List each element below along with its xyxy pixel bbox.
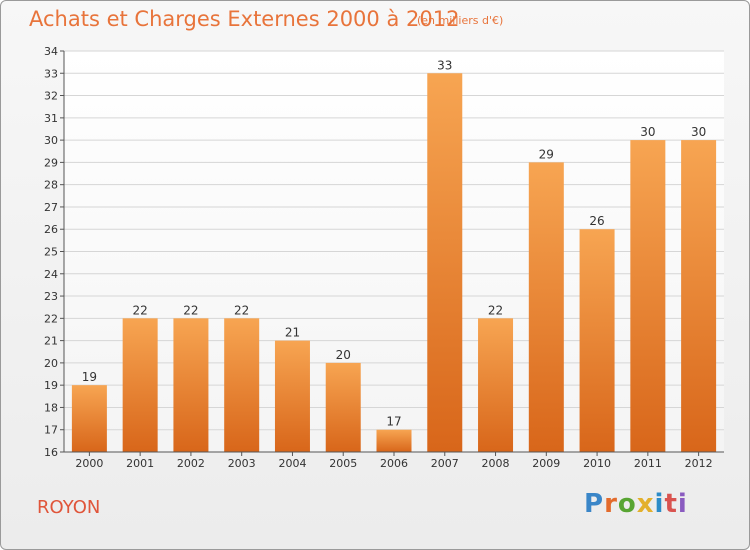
y-tick-label: 18 — [44, 401, 58, 414]
y-tick-label: 30 — [44, 134, 58, 147]
data-label: 20 — [336, 348, 351, 362]
logo-letter: r — [604, 489, 618, 519]
bar-2000[interactable] — [71, 385, 107, 452]
bars: 19 22 22 22 21 20 17 33 22 29 26 30 30 — [71, 58, 717, 453]
bar-2003[interactable] — [224, 318, 260, 452]
data-label: 33 — [437, 58, 452, 72]
x-tick-label: 2010 — [583, 457, 611, 470]
logo-letter: i — [654, 489, 665, 519]
bar-2006[interactable] — [376, 429, 412, 452]
x-tick-label: 2002 — [177, 457, 205, 470]
logo-letter: i — [677, 489, 688, 519]
logo-letter: o — [617, 489, 637, 519]
bar-2009[interactable] — [528, 162, 564, 452]
x-tick-label: 2004 — [278, 457, 306, 470]
y-tick-label: 33 — [44, 67, 58, 80]
x-tick-label: 2003 — [228, 457, 256, 470]
data-label: 17 — [386, 415, 401, 429]
logo-letter: t — [664, 489, 678, 519]
bar-2007[interactable] — [427, 73, 463, 453]
data-label: 22 — [133, 303, 148, 317]
y-tick-label: 17 — [44, 424, 58, 437]
y-tick-label: 24 — [44, 268, 58, 281]
y-tick-label: 21 — [44, 335, 58, 348]
y-tick-label: 29 — [44, 156, 58, 169]
y-tick-label: 16 — [44, 446, 58, 459]
x-tick-label: 2005 — [329, 457, 357, 470]
y-tick-label: 34 — [44, 45, 58, 58]
data-label: 26 — [589, 214, 604, 228]
data-label: 30 — [691, 125, 706, 139]
y-tick-label: 28 — [44, 179, 58, 192]
data-label: 29 — [539, 147, 554, 161]
y-tick-label: 26 — [44, 223, 58, 236]
y-axis: 16 17 18 19 20 21 22 23 24 25 26 27 28 29 30 31 32 33 34 — [44, 45, 65, 459]
data-label: 30 — [640, 125, 655, 139]
y-tick-label: 22 — [44, 312, 58, 325]
data-label: 22 — [234, 303, 249, 317]
bar-2005[interactable] — [325, 362, 361, 452]
bar-2008[interactable] — [478, 318, 514, 452]
y-tick-label: 31 — [44, 112, 58, 125]
x-tick-label: 2007 — [431, 457, 459, 470]
bar-2011[interactable] — [630, 140, 666, 452]
logo-letter: P — [584, 489, 605, 519]
x-axis: 2000 2001 2002 2003 2004 2005 2006 2007 2008 2009… — [64, 451, 724, 470]
bar-2004[interactable] — [274, 340, 310, 452]
y-tick-label: 32 — [44, 90, 58, 103]
chart-subtitle: (en milliers d'€) — [417, 14, 504, 27]
x-tick-label: 2011 — [634, 457, 662, 470]
y-tick-label: 20 — [44, 357, 58, 370]
x-tick-label: 2008 — [482, 457, 510, 470]
bar-2010[interactable] — [579, 229, 615, 452]
y-tick-label: 27 — [44, 201, 58, 214]
logo-letter: x — [636, 489, 655, 519]
x-tick-label: 2000 — [75, 457, 103, 470]
x-tick-label: 2012 — [685, 457, 713, 470]
data-label: 22 — [488, 303, 503, 317]
data-label: 22 — [183, 303, 198, 317]
bar-2002[interactable] — [173, 318, 209, 452]
data-label: 21 — [285, 326, 300, 340]
x-tick-label: 2006 — [380, 457, 408, 470]
proxiti-logo[interactable]: Proxiti — [584, 489, 688, 519]
x-tick-label: 2001 — [126, 457, 154, 470]
y-tick-label: 23 — [44, 290, 58, 303]
chart-title: Achats et Charges Externes 2000 à 2012 — [29, 7, 460, 31]
y-tick-label: 19 — [44, 379, 58, 392]
x-tick-label: 2009 — [532, 457, 560, 470]
town-name: ROYON — [37, 497, 101, 518]
y-tick-label: 25 — [44, 246, 58, 259]
data-label: 19 — [82, 370, 97, 384]
bar-2012[interactable] — [681, 140, 717, 452]
bar-2001[interactable] — [122, 318, 158, 452]
